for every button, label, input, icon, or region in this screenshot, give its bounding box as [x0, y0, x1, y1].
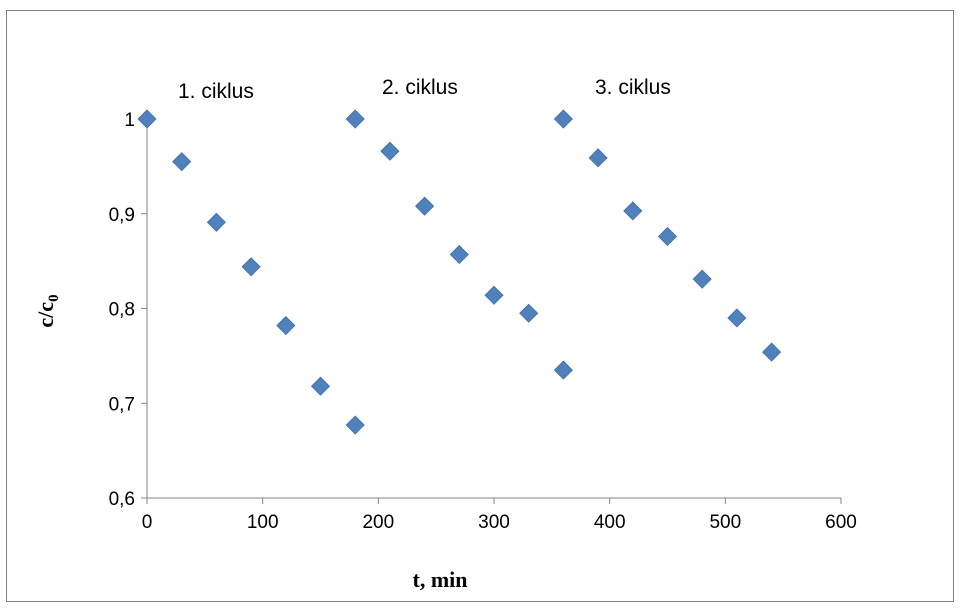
data-point [137, 109, 157, 129]
y-tick-label: 0,6 [109, 489, 135, 510]
data-point [519, 303, 539, 323]
y-axis-title-subscript: 0 [46, 294, 62, 302]
data-point [345, 109, 365, 129]
data-point [553, 109, 573, 129]
y-axis-title-main: c/c [33, 302, 58, 328]
x-tick-label: 200 [362, 512, 394, 533]
data-point [241, 257, 261, 277]
data-point [657, 226, 678, 247]
chart-svg: 0 100 200 300 400 500 600 0,6 0,7 0,8 0,9 1 1. cik… [33, 76, 857, 592]
data-point [484, 285, 504, 305]
x-tick-label: 300 [478, 512, 510, 533]
chart-area: 0 100 200 300 400 500 600 0,6 0,7 0,8 0,9 1 1. cik… [6, 10, 954, 602]
data-points [137, 109, 782, 435]
x-tick-label: 600 [825, 512, 857, 533]
y-tick-label: 0,9 [109, 205, 135, 226]
x-axis-title: t, min [413, 567, 468, 592]
annotation-cycle-3: 3. ciklus [595, 76, 671, 99]
data-point [692, 269, 712, 289]
y-axis-ticks: 0,6 0,7 0,8 0,9 1 [109, 110, 147, 510]
data-point [276, 315, 296, 336]
data-point [206, 212, 226, 232]
annotation-cycle-1: 1. ciklus [178, 80, 254, 103]
data-point [345, 415, 365, 435]
y-tick-label: 0,7 [109, 394, 135, 415]
x-tick-label: 500 [709, 512, 741, 533]
data-point [380, 141, 400, 161]
data-point [623, 201, 643, 221]
data-point [762, 342, 782, 362]
data-point [449, 244, 469, 265]
y-axis-title: c/c0 [33, 294, 62, 327]
y-tick-label: 0,8 [109, 300, 135, 321]
x-tick-label: 100 [247, 512, 279, 533]
data-point [727, 308, 747, 328]
data-point [310, 376, 331, 396]
annotation-cycle-2: 2. ciklus [382, 76, 458, 99]
data-point [553, 360, 573, 380]
x-tick-label: 400 [594, 512, 626, 533]
data-point [588, 148, 608, 168]
x-tick-label: 0 [142, 512, 153, 533]
x-axis-ticks: 0 100 200 300 400 500 600 [142, 498, 857, 533]
data-point [415, 196, 435, 216]
data-point [172, 152, 192, 172]
y-tick-label: 1 [124, 110, 135, 131]
